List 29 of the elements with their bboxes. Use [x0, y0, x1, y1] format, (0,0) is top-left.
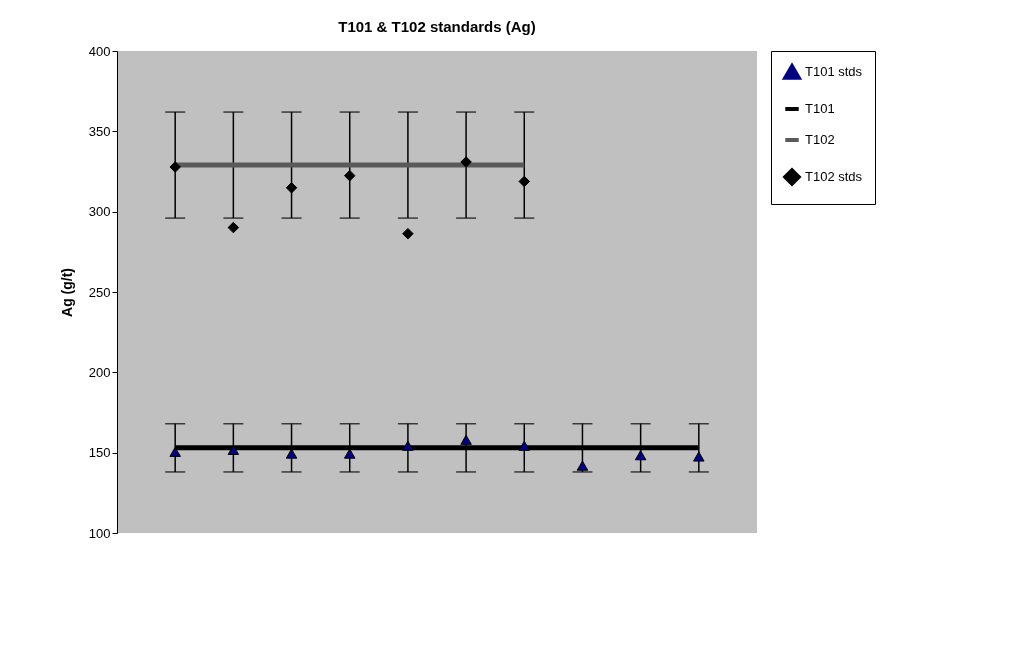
point — [227, 221, 240, 234]
y-axis-title: Ag (g/t) — [58, 268, 75, 317]
point — [402, 227, 414, 240]
y-tick-label: 300 — [88, 204, 111, 220]
point — [227, 444, 240, 455]
point — [169, 446, 181, 457]
point — [634, 450, 647, 461]
legend-label: T101 stds — [805, 64, 863, 79]
point — [460, 434, 472, 445]
y-tick-label: 400 — [88, 43, 111, 59]
point — [285, 448, 298, 459]
point — [402, 440, 414, 451]
point — [576, 460, 589, 471]
y-tick-label: 250 — [88, 284, 111, 300]
y-tick-label: 200 — [88, 364, 111, 380]
point — [693, 451, 705, 462]
y-tick-label: 100 — [88, 525, 111, 541]
legend-label: T101 — [805, 101, 835, 116]
point — [169, 161, 181, 173]
y-tick-label: 150 — [88, 445, 111, 461]
chart-title: T101 & T102 standards (Ag) — [338, 18, 536, 35]
y-tick-label: 350 — [88, 123, 111, 139]
legend-label: T102 stds — [805, 169, 863, 184]
point — [518, 440, 531, 451]
legend-label: T102 — [805, 132, 835, 147]
point — [460, 156, 472, 168]
point — [518, 175, 531, 188]
point — [343, 169, 356, 182]
point — [343, 448, 356, 459]
